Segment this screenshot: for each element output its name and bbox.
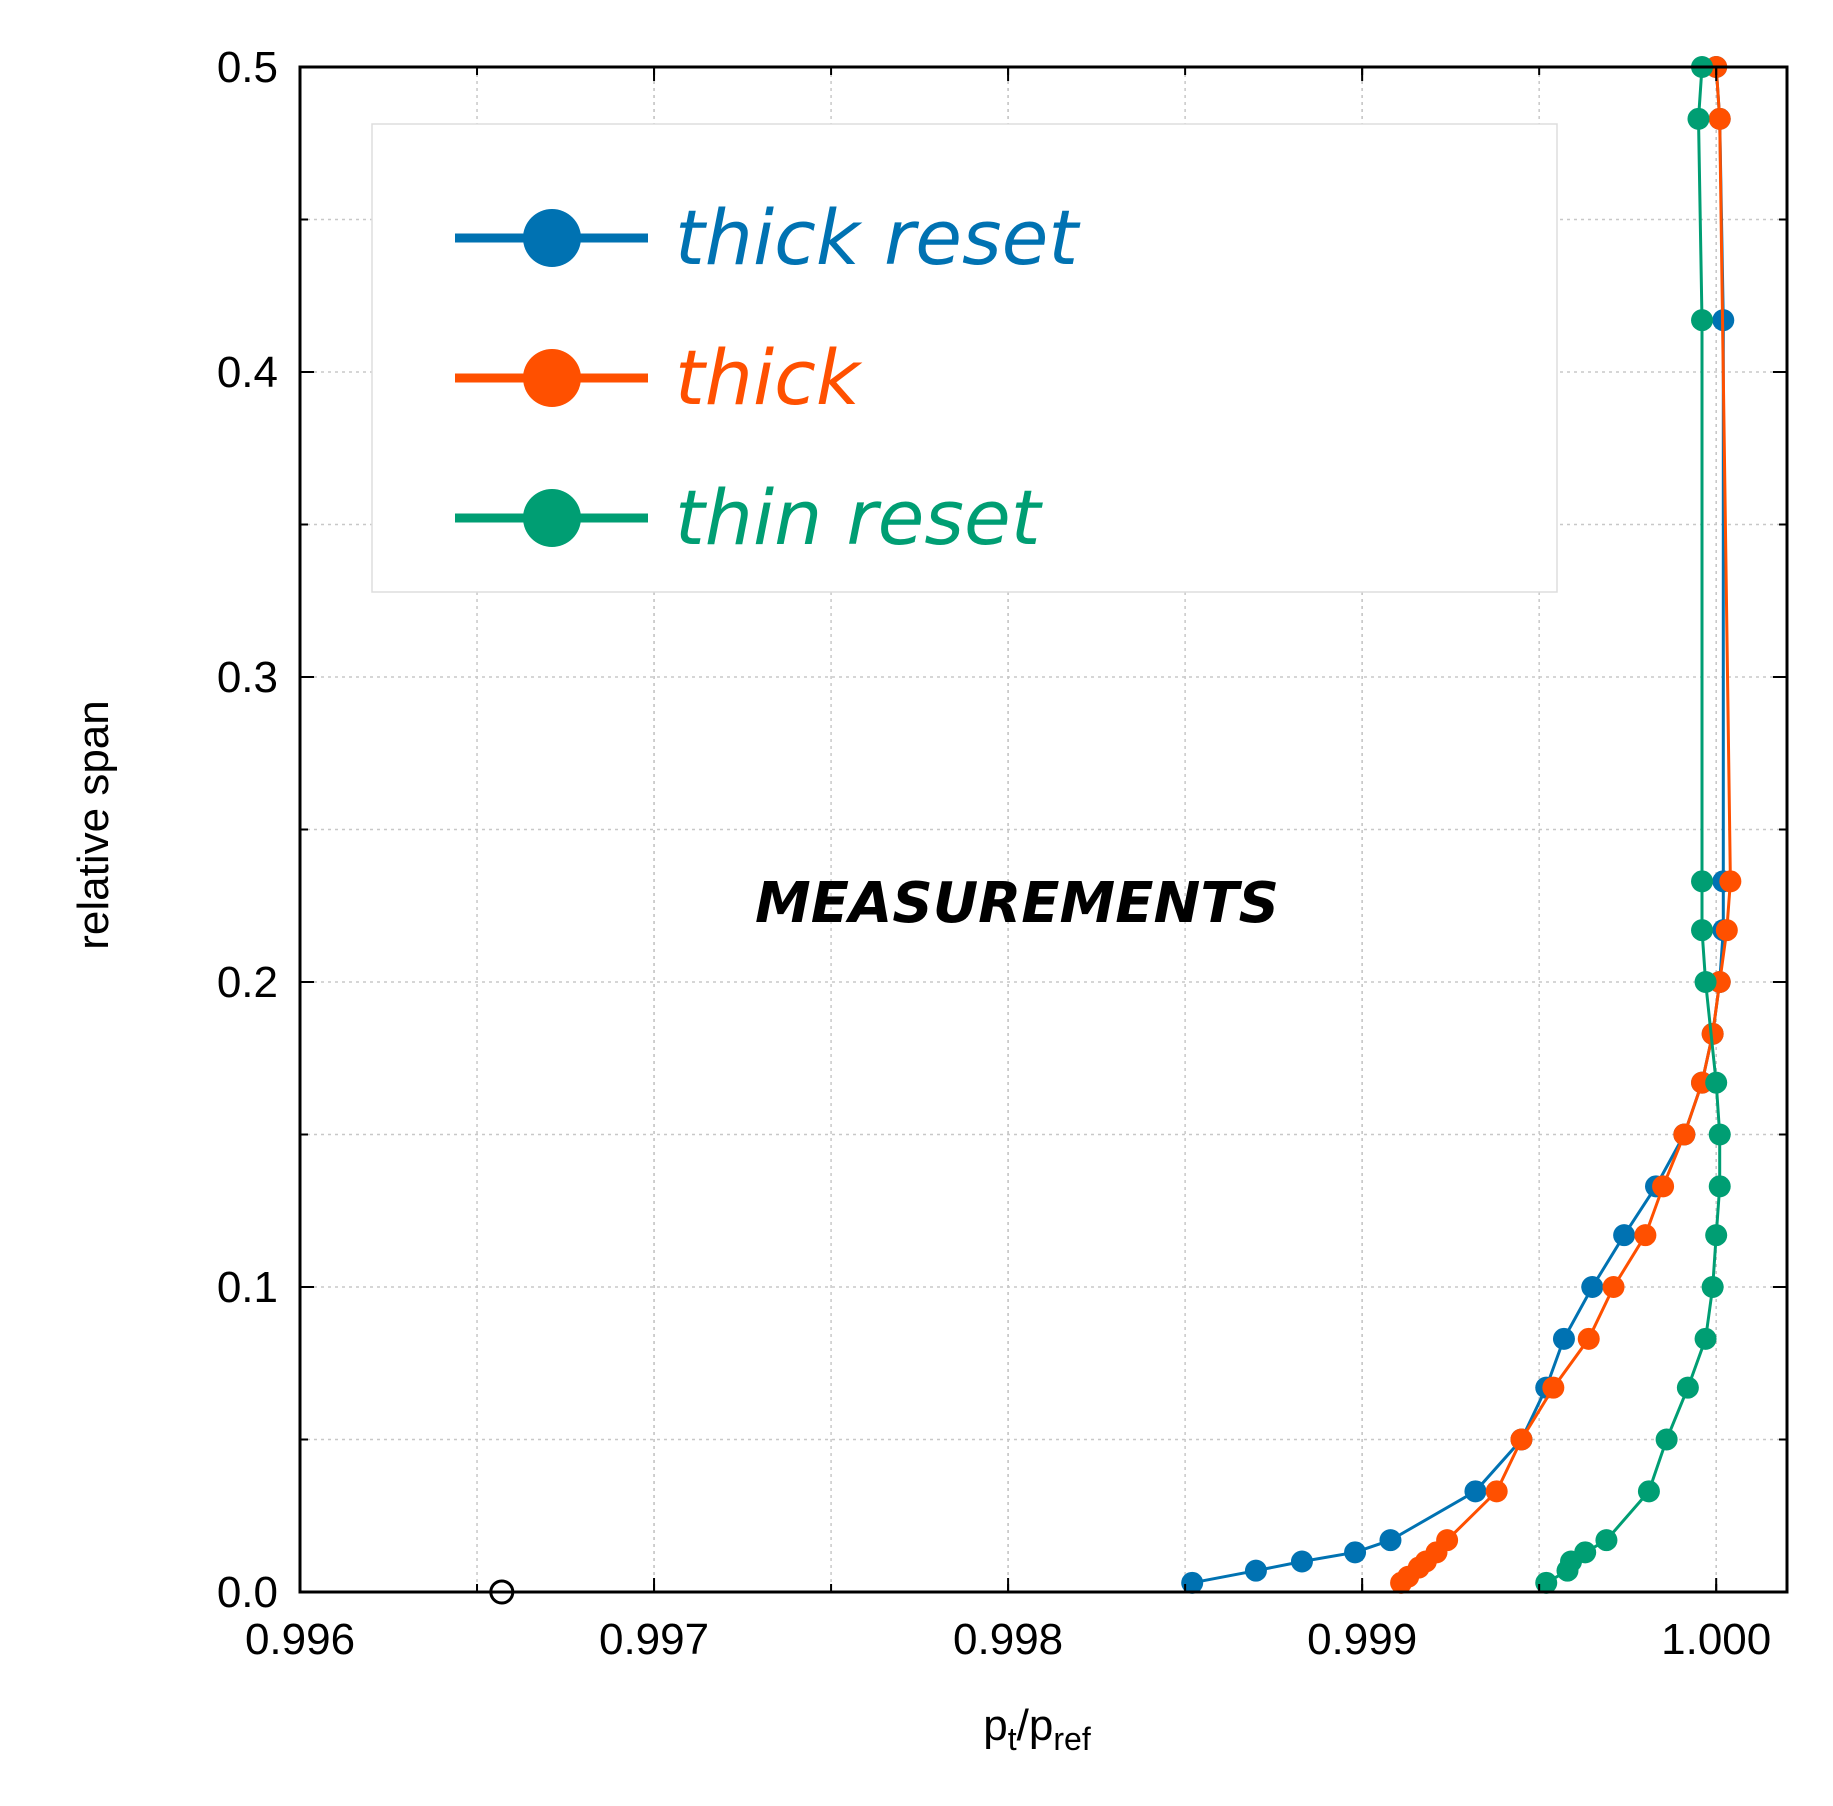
data-point-thick-reset bbox=[1290, 1550, 1313, 1573]
data-point-thin-reset bbox=[1637, 1480, 1660, 1503]
data-point-thick bbox=[1485, 1480, 1508, 1503]
data-point-thick-reset bbox=[1464, 1480, 1487, 1503]
data-point-thin-reset bbox=[1691, 870, 1714, 893]
y-tick-label: 0.1 bbox=[217, 1263, 278, 1312]
data-point-thin-reset bbox=[1655, 1428, 1678, 1451]
data-point-thick-reset bbox=[1552, 1327, 1575, 1350]
data-point-thin-reset bbox=[1676, 1376, 1699, 1399]
x-tick-label: 0.997 bbox=[599, 1615, 709, 1664]
legend-marker-thick-reset bbox=[523, 209, 581, 267]
data-point-thin-reset bbox=[1708, 1175, 1731, 1198]
x-axis-label-sub1: t bbox=[1008, 1721, 1017, 1757]
data-point-thin-reset bbox=[1691, 919, 1714, 942]
x-tick-label: 0.998 bbox=[953, 1615, 1063, 1664]
x-axis-label-sub2: ref bbox=[1053, 1721, 1090, 1757]
series-layer bbox=[489, 56, 1742, 1605]
y-axis-label: relative span bbox=[69, 700, 118, 949]
data-point-thick-reset bbox=[1613, 1224, 1636, 1247]
measurements-annotation: MEASUREMENTS bbox=[755, 871, 1279, 936]
data-point-thick-reset bbox=[1581, 1276, 1604, 1298]
legend-marker-thick bbox=[523, 349, 581, 407]
legend-label-thick: thick bbox=[675, 333, 863, 422]
data-point-thin-reset bbox=[1701, 1276, 1724, 1298]
x-axis-label-main: p bbox=[983, 1701, 1007, 1750]
data-point-thin-reset bbox=[1595, 1529, 1618, 1552]
x-tick-label: 1.000 bbox=[1661, 1615, 1771, 1664]
legend-label-thick-reset: thick reset bbox=[675, 193, 1081, 282]
data-point-thin-reset bbox=[1574, 1541, 1597, 1564]
y-tick-label: 0.5 bbox=[217, 43, 278, 92]
x-axis-label: pt/pref bbox=[983, 1701, 1091, 1757]
data-point-thick-reset bbox=[1379, 1529, 1402, 1552]
legend-label-thin-reset: thin reset bbox=[675, 473, 1044, 562]
y-tick-label: 0.3 bbox=[217, 653, 278, 702]
legend-item-thin-reset: thin reset bbox=[455, 473, 1044, 562]
data-point-thick bbox=[1652, 1175, 1675, 1198]
data-point-thick bbox=[1634, 1224, 1657, 1247]
x-tick-label: 0.996 bbox=[245, 1615, 355, 1664]
data-point-thin-reset bbox=[1705, 1224, 1728, 1247]
data-point-thick-reset bbox=[1244, 1559, 1267, 1582]
x-tick-label: 0.999 bbox=[1307, 1615, 1417, 1664]
x-axis-label-sep: /p bbox=[1017, 1701, 1054, 1750]
axis-ticks: 0.996 0.997 0.998 0.999 1.000 0.0 0.1 0.2 0.3 0.4… bbox=[217, 43, 1787, 1664]
data-point-thick bbox=[1436, 1529, 1459, 1552]
data-point-thin-reset bbox=[1687, 107, 1710, 130]
y-tick-label: 0.2 bbox=[217, 958, 278, 1007]
data-point-thin-reset bbox=[1708, 1123, 1731, 1146]
data-point-thick bbox=[1602, 1276, 1625, 1298]
legend-item-thick: thick bbox=[455, 333, 863, 422]
series-line-thin-reset bbox=[1545, 66, 1722, 1585]
data-point-thin-reset bbox=[1694, 1327, 1717, 1350]
y-tick-label: 0.4 bbox=[217, 348, 278, 397]
data-point-thin-reset bbox=[1535, 1571, 1558, 1594]
data-point-thin-reset bbox=[1694, 971, 1717, 993]
data-point-thick bbox=[1510, 1428, 1533, 1451]
data-point-thick bbox=[1577, 1327, 1600, 1350]
data-point-thick-reset bbox=[1344, 1541, 1367, 1564]
data-point-thick bbox=[1719, 870, 1742, 893]
data-point-thin-reset bbox=[1691, 309, 1714, 332]
legend: thick reset thick thin reset bbox=[371, 123, 1558, 593]
legend-marker-thin-reset bbox=[523, 489, 581, 547]
data-point-thick bbox=[1701, 1022, 1724, 1045]
legend-item-thick-reset: thick reset bbox=[455, 193, 1081, 282]
data-point-thick bbox=[1715, 919, 1738, 942]
data-point-thick bbox=[1673, 1123, 1696, 1146]
data-point-thin-reset bbox=[1705, 1071, 1728, 1094]
y-tick-label: 0.0 bbox=[217, 1568, 278, 1617]
data-point-thick bbox=[1542, 1376, 1565, 1399]
data-point-thick-reset bbox=[1181, 1571, 1204, 1594]
series-thin-reset bbox=[1535, 56, 1731, 1594]
data-point-thick bbox=[1708, 107, 1731, 130]
